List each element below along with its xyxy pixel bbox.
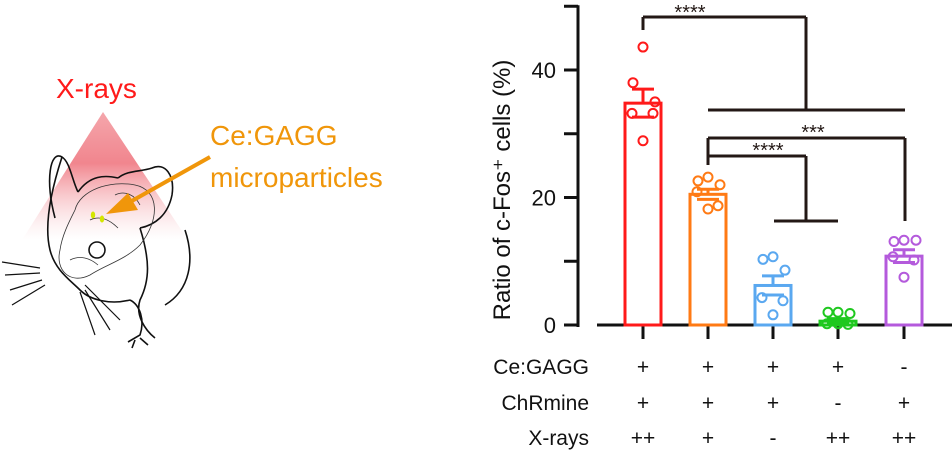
data-point xyxy=(757,253,769,265)
data-point xyxy=(756,292,768,304)
data-point xyxy=(637,135,649,147)
condition-value: ++ xyxy=(892,427,917,450)
data-point xyxy=(626,107,638,119)
y-tick-label: 0 xyxy=(544,313,556,338)
data-point xyxy=(844,308,856,320)
data-point xyxy=(712,200,724,212)
mouse-illustration: X-rays Ce:GAGG microparticles xyxy=(1,73,383,349)
y-tick-label: 40 xyxy=(532,58,556,83)
condition-label: Ce:GAGG xyxy=(493,356,589,379)
data-point xyxy=(627,77,639,89)
condition-value: ++ xyxy=(631,427,656,450)
data-point xyxy=(887,251,899,263)
y-tick-label: 20 xyxy=(532,186,556,211)
microparticle-dot xyxy=(99,215,105,223)
data-point xyxy=(822,306,834,318)
condition-label: ChRmine xyxy=(501,392,589,415)
condition-value: + xyxy=(767,356,779,379)
data-point xyxy=(898,234,910,246)
data-point xyxy=(649,96,661,108)
arrow-icon xyxy=(106,155,211,214)
data-point xyxy=(908,254,920,266)
data-point xyxy=(910,234,922,246)
data-point xyxy=(821,318,833,330)
data-point xyxy=(888,235,900,247)
xray-label: X-rays xyxy=(56,73,137,104)
condition-value: + xyxy=(637,392,649,415)
condition-label: X-rays xyxy=(528,427,589,450)
data-point xyxy=(832,318,844,330)
mouse-outline-icon xyxy=(46,155,191,349)
significance-label: **** xyxy=(752,140,783,162)
data-point xyxy=(702,203,714,215)
significance-label: *** xyxy=(801,122,825,144)
particle-label-line1: Ce:GAGG xyxy=(210,120,338,151)
condition-value: - xyxy=(901,356,908,379)
bar-chart: Ratio of c-Fos⁺ cells (%) 02040*********… xyxy=(489,2,952,450)
particle-label-line2: microparticles xyxy=(210,162,383,193)
y-axis-label: Ratio of c-Fos⁺ cells (%) xyxy=(489,60,516,321)
bar xyxy=(884,254,924,327)
brain-outline-icon xyxy=(58,183,155,279)
condition-value: + xyxy=(702,392,714,415)
significance-label: **** xyxy=(674,2,705,24)
data-point xyxy=(898,271,910,283)
data-point xyxy=(692,175,704,187)
condition-value: + xyxy=(702,356,714,379)
data-point xyxy=(767,309,779,321)
whiskers-icon xyxy=(1,261,121,336)
data-point xyxy=(647,107,659,119)
condition-value: + xyxy=(898,392,910,415)
condition-value: - xyxy=(835,392,842,415)
condition-value: + xyxy=(832,356,844,379)
data-point xyxy=(832,306,844,318)
data-point xyxy=(702,171,714,183)
data-point xyxy=(637,41,649,53)
condition-value: - xyxy=(770,427,777,450)
condition-value: + xyxy=(702,427,714,450)
condition-value: ++ xyxy=(826,427,851,450)
data-point xyxy=(777,295,789,307)
microparticle-dot xyxy=(90,211,96,219)
data-point xyxy=(767,251,779,263)
condition-value: + xyxy=(637,356,649,379)
data-point xyxy=(842,318,854,330)
condition-value: + xyxy=(767,392,779,415)
data-point xyxy=(691,186,703,198)
data-point xyxy=(714,179,726,191)
data-point xyxy=(779,264,791,276)
